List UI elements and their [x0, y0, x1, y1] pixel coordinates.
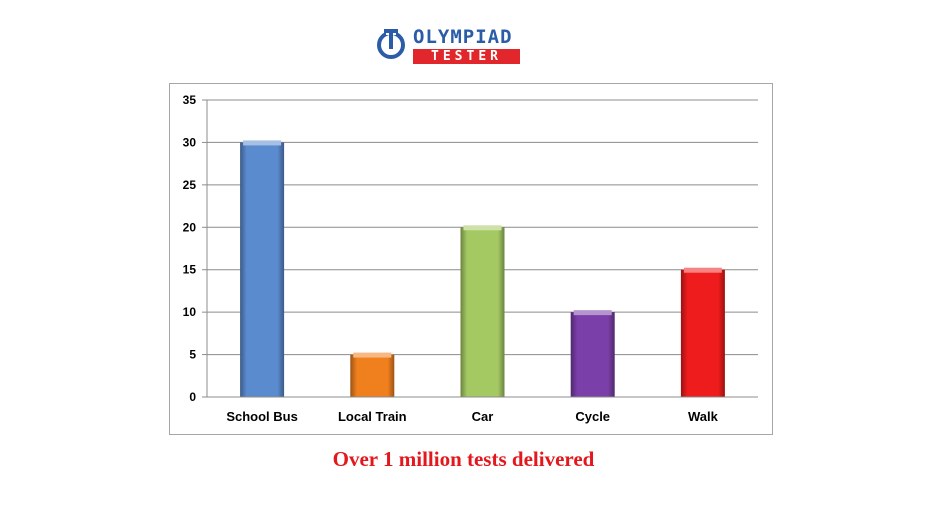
bar-chart: 0 5 10 15 20 25 30 35 School Bus Local Train Car Cy… [183, 93, 758, 424]
footer-tagline: Over 1 million tests delivered [332, 447, 595, 471]
bars [240, 140, 725, 397]
gridlines [207, 99, 758, 356]
bar-top-highlight [243, 140, 282, 146]
x-tick-label: Cycle [575, 409, 610, 424]
bar-school-bus [240, 142, 285, 397]
chart-frame: 0 5 10 15 20 25 30 35 School Bus Local Train Car Cy… [169, 83, 773, 435]
bar-walk [680, 269, 725, 397]
y-tick-label: 0 [189, 390, 196, 404]
y-tick-label: 15 [183, 263, 197, 277]
x-tick-label: School Bus [226, 409, 298, 424]
y-tick-label: 20 [183, 220, 197, 234]
axes: 0 5 10 15 20 25 30 35 School Bus Local Train Car Cy… [183, 93, 758, 424]
olympiad-tester-logo: OLYMPIAD TESTER [375, 27, 525, 69]
bar-local-train [350, 354, 395, 397]
y-tick-label: 5 [189, 348, 196, 362]
bar-top-highlight [353, 352, 392, 358]
bar-car [460, 227, 505, 397]
y-tick-label: 30 [183, 135, 197, 149]
y-tick-label: 25 [183, 178, 197, 192]
y-tick-label: 35 [183, 93, 197, 107]
bar-top-highlight [463, 225, 502, 231]
x-tick-label: Local Train [338, 409, 407, 424]
bar-cycle [570, 312, 615, 397]
bar-top-highlight [683, 267, 722, 273]
logo-word-olympiad: OLYMPIAD [413, 26, 513, 48]
x-tick-label: Car [472, 409, 494, 424]
x-tick-label: Walk [688, 409, 719, 424]
logo-word-tester: TESTER [413, 49, 520, 64]
y-tick-label: 10 [183, 305, 197, 319]
bar-top-highlight [573, 310, 612, 316]
